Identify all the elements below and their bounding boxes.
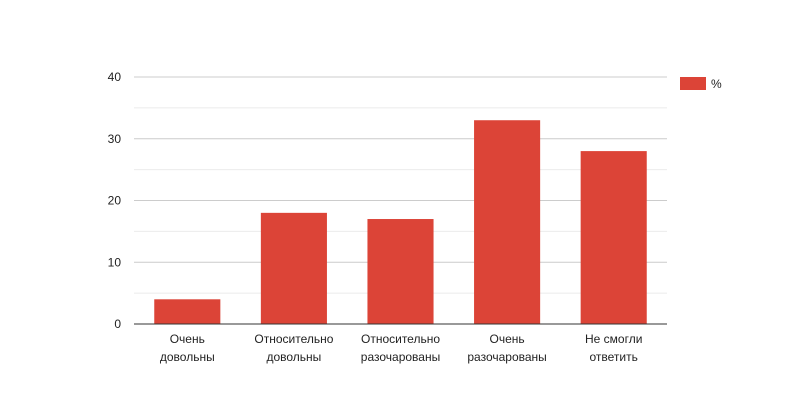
- x-tick-label-line: Очень: [490, 332, 525, 346]
- x-tick-label-line: Относительно: [254, 332, 333, 346]
- x-tick-label-line: Очень: [170, 332, 205, 346]
- x-tick-label-line: довольны: [266, 350, 321, 364]
- x-tick-label: Относительно довольны: [254, 332, 333, 364]
- x-tick-label: Относительно разочарованы: [361, 332, 441, 364]
- bar: [260, 212, 327, 324]
- bar: [367, 219, 434, 324]
- x-tick-label-line: ответить: [590, 350, 638, 364]
- legend-label: %: [711, 77, 722, 91]
- x-tick-label-line: довольны: [160, 350, 215, 364]
- axes: 0 10 20 30 40 Очень довольны Относительно доволь…: [108, 70, 667, 364]
- x-tick-label-line: разочарованы: [467, 350, 546, 364]
- y-tick-label: 20: [108, 194, 122, 208]
- y-tick-label: 0: [114, 317, 121, 331]
- bar: [154, 299, 221, 324]
- legend: %: [680, 77, 722, 91]
- x-tick-label: Очень довольны: [160, 332, 215, 364]
- y-tick-label: 30: [108, 132, 122, 146]
- bar: [474, 120, 541, 324]
- y-tick-label: 10: [108, 255, 122, 269]
- bar: [580, 151, 647, 324]
- x-tick-label-line: Не смогли: [585, 332, 642, 346]
- bars: [154, 120, 647, 324]
- x-tick-label-line: Относительно: [361, 332, 440, 346]
- legend-swatch: [680, 77, 706, 90]
- x-tick-label: Очень разочарованы: [467, 332, 546, 364]
- y-tick-label: 40: [108, 70, 122, 84]
- x-tick-label-line: разочарованы: [361, 350, 440, 364]
- x-tick-label: Не смогли ответить: [585, 332, 642, 364]
